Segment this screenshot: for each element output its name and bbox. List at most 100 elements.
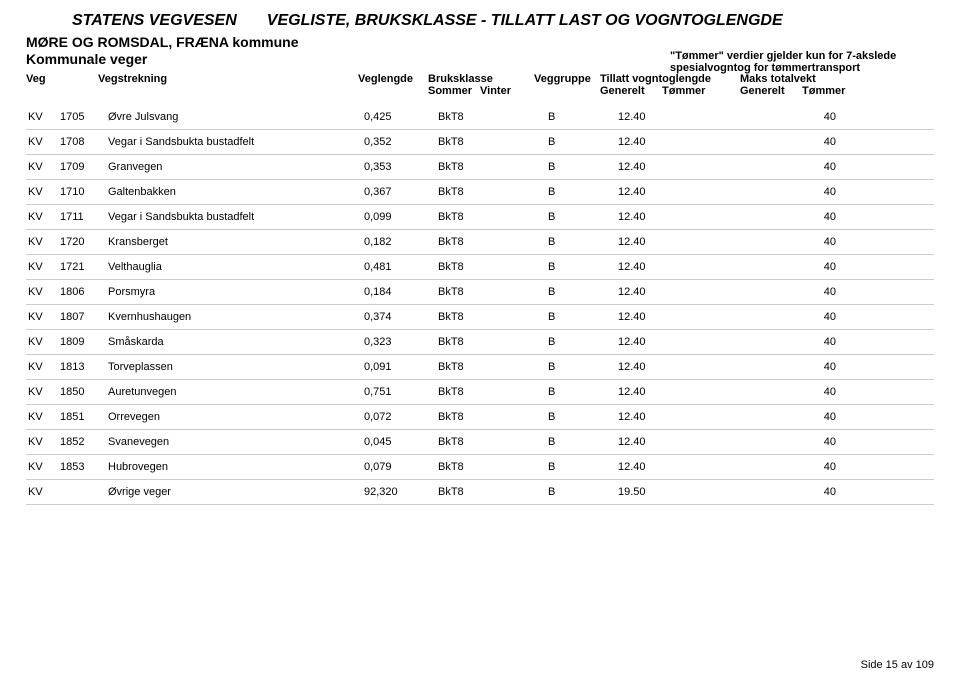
cell-grp: B xyxy=(546,480,616,505)
cell-generelt-2: 40 xyxy=(764,105,860,130)
cell-name: Galtenbakken xyxy=(106,180,362,205)
cell-generelt-2: 40 xyxy=(764,380,860,405)
cell-grp: B xyxy=(546,255,616,280)
cell-grp: B xyxy=(546,180,616,205)
col-vegstrekning: Vegstrekning xyxy=(98,73,358,85)
col-sommer: Sommer xyxy=(428,85,480,97)
cell-generelt-2: 40 xyxy=(764,430,860,455)
cell-len: 0,374 xyxy=(362,305,436,330)
cell-tommer-2 xyxy=(860,455,934,480)
cell-num: 1809 xyxy=(58,330,106,355)
cell-kv: KV xyxy=(26,230,58,255)
cell-kv: KV xyxy=(26,155,58,180)
cell-num: 1710 xyxy=(58,180,106,205)
cell-tommer-2 xyxy=(860,330,934,355)
cell-tommer-2 xyxy=(860,380,934,405)
cell-kv: KV xyxy=(26,180,58,205)
cell-tommer-1 xyxy=(690,480,764,505)
col-tillatt: Tillatt vogntoglengde GenereltTømmer xyxy=(600,73,740,97)
table-row: KV1720Kransberget0,182BkT8B12.4040 xyxy=(26,230,934,255)
col-tillatt-label: Tillatt vogntoglengde xyxy=(600,73,740,85)
table-row: KV1813Torveplassen0,091BkT8B12.4040 xyxy=(26,355,934,380)
cell-len: 0,184 xyxy=(362,280,436,305)
cell-generelt-2: 40 xyxy=(764,130,860,155)
cell-bk: BkT8 xyxy=(436,330,546,355)
cell-num: 1711 xyxy=(58,205,106,230)
cell-grp: B xyxy=(546,130,616,155)
cell-bk: BkT8 xyxy=(436,280,546,305)
cell-grp: B xyxy=(546,280,616,305)
road-table: KV1705Øvre Julsvang0,425BkT8B12.4040KV17… xyxy=(26,105,934,505)
cell-num: 1709 xyxy=(58,155,106,180)
cell-num: 1813 xyxy=(58,355,106,380)
note-line-2: spesialvogntog for tømmertransport xyxy=(670,62,920,74)
document-title: VEGLISTE, BRUKSKLASSE - TILLATT LAST OG … xyxy=(267,12,783,30)
cell-grp: B xyxy=(546,305,616,330)
note-line-1: "Tømmer" verdier gjelder kun for 7-aksle… xyxy=(670,50,920,62)
cell-len: 0,072 xyxy=(362,405,436,430)
cell-len: 0,079 xyxy=(362,455,436,480)
cell-bk: BkT8 xyxy=(436,455,546,480)
col-maks-label: Maks totalvekt xyxy=(740,73,880,85)
cell-tommer-1 xyxy=(690,330,764,355)
org-name: STATENS VEGVESEN xyxy=(26,12,267,30)
cell-len: 0,099 xyxy=(362,205,436,230)
cell-num: 1720 xyxy=(58,230,106,255)
col-veggruppe: Veggruppe xyxy=(534,73,600,85)
col-vinter: Vinter xyxy=(480,85,511,97)
region-name: MØRE OG ROMSDAL, FRÆNA kommune xyxy=(26,34,934,50)
cell-bk: BkT8 xyxy=(436,255,546,280)
cell-grp: B xyxy=(546,430,616,455)
table-row: KV1850Auretunvegen0,751BkT8B12.4040 xyxy=(26,380,934,405)
cell-len: 0,182 xyxy=(362,230,436,255)
cell-tommer-2 xyxy=(860,105,934,130)
cell-generelt-2: 40 xyxy=(764,455,860,480)
cell-grp: B xyxy=(546,205,616,230)
cell-len: 0,481 xyxy=(362,255,436,280)
cell-num: 1851 xyxy=(58,405,106,430)
cell-bk: BkT8 xyxy=(436,155,546,180)
col-generelt-2: Generelt xyxy=(740,85,802,97)
cell-name: Auretunvegen xyxy=(106,380,362,405)
cell-len: 0,353 xyxy=(362,155,436,180)
cell-generelt-1: 12.40 xyxy=(616,330,690,355)
cell-generelt-1: 12.40 xyxy=(616,255,690,280)
cell-name: Vegar i Sandsbukta bustadfelt xyxy=(106,205,362,230)
cell-generelt-2: 40 xyxy=(764,480,860,505)
cell-generelt-1: 12.40 xyxy=(616,180,690,205)
cell-generelt-1: 12.40 xyxy=(616,455,690,480)
cell-name: Vegar i Sandsbukta bustadfelt xyxy=(106,130,362,155)
col-tommer-1: Tømmer xyxy=(662,85,705,97)
cell-generelt-1: 12.40 xyxy=(616,305,690,330)
cell-len: 0,045 xyxy=(362,430,436,455)
cell-generelt-2: 40 xyxy=(764,305,860,330)
cell-grp: B xyxy=(546,330,616,355)
cell-generelt-2: 40 xyxy=(764,255,860,280)
cell-tommer-1 xyxy=(690,355,764,380)
cell-kv: KV xyxy=(26,205,58,230)
cell-bk: BkT8 xyxy=(436,105,546,130)
cell-name: Hubrovegen xyxy=(106,455,362,480)
cell-kv: KV xyxy=(26,130,58,155)
cell-num: 1807 xyxy=(58,305,106,330)
cell-len: 0,751 xyxy=(362,380,436,405)
cell-len: 0,425 xyxy=(362,105,436,130)
cell-kv: KV xyxy=(26,380,58,405)
cell-name: Kransberget xyxy=(106,230,362,255)
cell-num: 1852 xyxy=(58,430,106,455)
cell-bk: BkT8 xyxy=(436,180,546,205)
col-veg: Veg xyxy=(26,73,62,85)
cell-tommer-1 xyxy=(690,430,764,455)
cell-kv: KV xyxy=(26,330,58,355)
cell-generelt-1: 12.40 xyxy=(616,405,690,430)
cell-tommer-2 xyxy=(860,205,934,230)
cell-grp: B xyxy=(546,355,616,380)
cell-grp: B xyxy=(546,405,616,430)
cell-tommer-2 xyxy=(860,355,934,380)
cell-kv: KV xyxy=(26,480,58,505)
cell-bk: BkT8 xyxy=(436,355,546,380)
col-generelt-1: Generelt xyxy=(600,85,662,97)
cell-tommer-1 xyxy=(690,205,764,230)
cell-generelt-1: 12.40 xyxy=(616,430,690,455)
cell-generelt-2: 40 xyxy=(764,280,860,305)
